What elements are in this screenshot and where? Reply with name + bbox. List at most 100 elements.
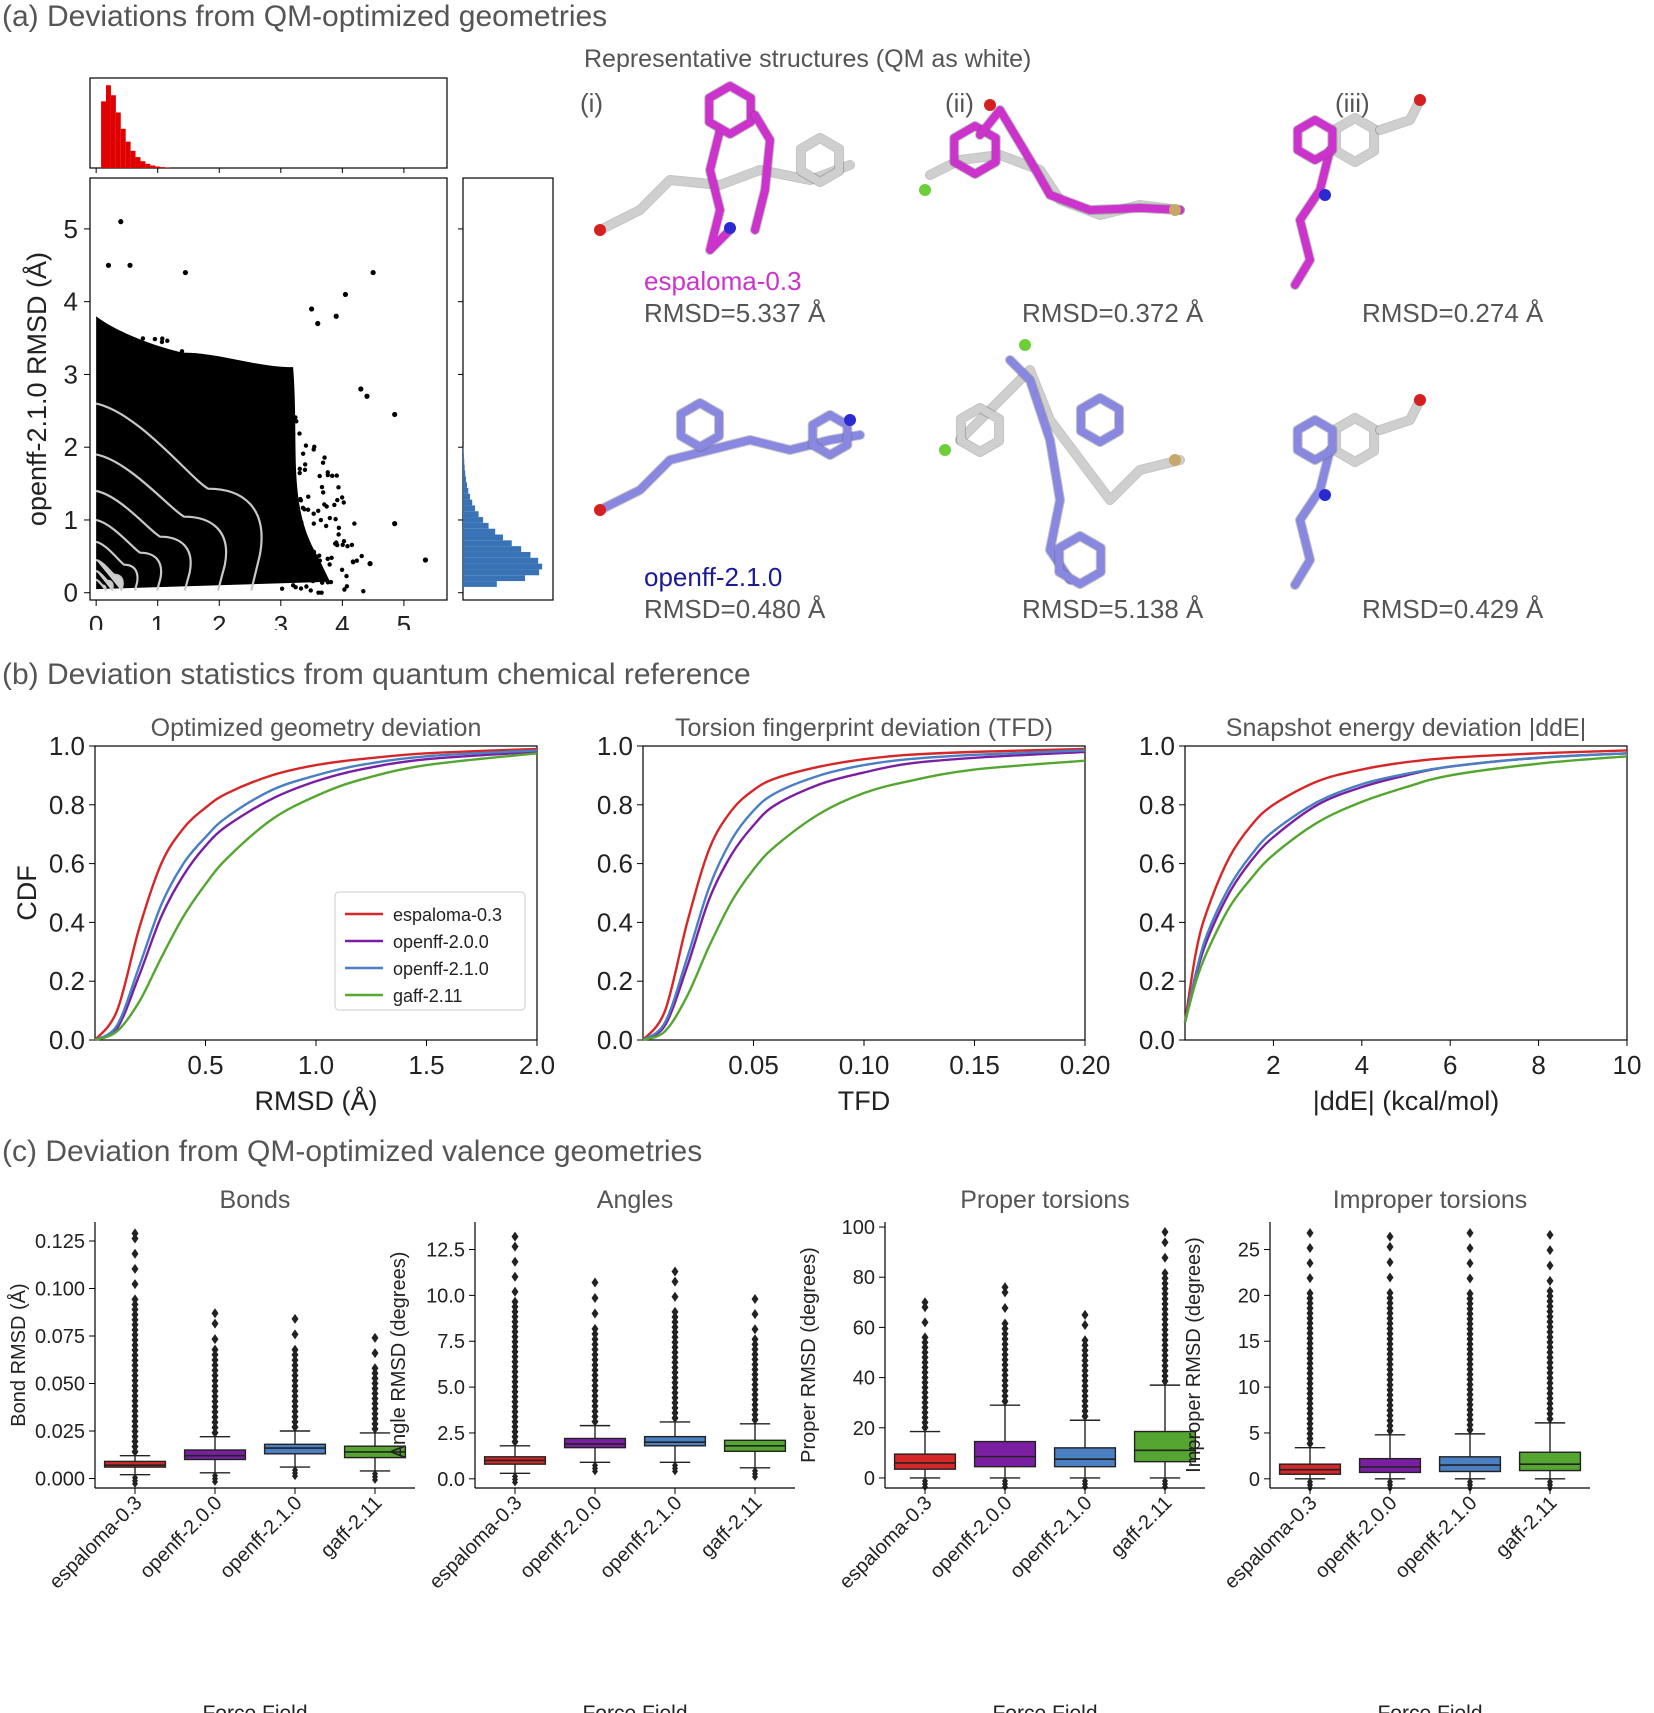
- scatter-point: [201, 429, 206, 435]
- flier-point: [511, 1286, 519, 1297]
- flier-point: [921, 1392, 929, 1403]
- flier-point: [1306, 1308, 1314, 1319]
- flier-point: [1386, 1379, 1394, 1390]
- flier-point: [511, 1386, 519, 1397]
- scatter-point: [219, 413, 224, 418]
- scatter-point: [298, 498, 304, 503]
- flier-point: [131, 1335, 139, 1346]
- scatter-point: [192, 353, 198, 358]
- nitrogen-atom: [1319, 189, 1331, 201]
- scatter-point: [288, 565, 293, 571]
- scatter-point: [328, 579, 334, 585]
- scatter-point: [287, 424, 292, 429]
- scatter-point: [257, 391, 262, 396]
- flier-point: [1306, 1433, 1314, 1444]
- scatter-point: [257, 472, 262, 478]
- scatter-point: [300, 543, 305, 548]
- flier-point: [1386, 1303, 1394, 1314]
- scatter-point: [275, 480, 281, 486]
- rmsd-espaloma-i: RMSD=5.337 Å: [644, 298, 826, 328]
- flier-point: [131, 1431, 139, 1442]
- flier-point: [1306, 1413, 1314, 1424]
- flier-point: [1306, 1353, 1314, 1364]
- flier-point: [291, 1365, 299, 1376]
- y-tick-label: 15: [1238, 1331, 1260, 1353]
- flier-point: [291, 1401, 299, 1412]
- scatter-point: [260, 432, 265, 438]
- flier-point: [671, 1347, 679, 1358]
- scatter-point: [176, 428, 182, 434]
- scatter-point: [327, 515, 333, 521]
- top-histogram-bar: [115, 112, 121, 168]
- flier-point: [1001, 1349, 1009, 1360]
- flier-point: [1306, 1358, 1314, 1369]
- flier-point: [511, 1426, 519, 1437]
- scatter-point: [160, 392, 166, 398]
- flier-point: [591, 1359, 599, 1370]
- scatter-point: [189, 436, 194, 441]
- flier-point: [131, 1319, 139, 1330]
- scatter-point: [195, 374, 201, 379]
- flier-point: [1081, 1309, 1089, 1320]
- y-tick-label: 40: [853, 1368, 875, 1390]
- y-tick-label: 0: [64, 578, 78, 608]
- scatter-point: [305, 507, 311, 512]
- x-tick-label: 0.05: [728, 1050, 779, 1080]
- scatter-point: [279, 586, 285, 591]
- scatter-point: [255, 400, 261, 405]
- x-tick-label: espaloma-0.3: [425, 1492, 526, 1593]
- scatter-point: [241, 462, 246, 467]
- flier-point: [1386, 1400, 1394, 1411]
- x-tick-label: openff-2.0.0: [1311, 1492, 1402, 1583]
- flier-point: [1386, 1420, 1394, 1431]
- flier-point: [1161, 1324, 1169, 1335]
- scatter-point: [322, 502, 327, 507]
- scatter-point: [202, 378, 207, 383]
- scatter-point: [266, 422, 272, 428]
- flier-point: [1306, 1333, 1314, 1344]
- flier-point: [1546, 1352, 1554, 1363]
- flier-point: [291, 1391, 299, 1402]
- molecule-renderings: [594, 81, 1426, 590]
- scatter-point: [267, 483, 272, 488]
- flier-point: [1001, 1323, 1009, 1334]
- flier-point: [1386, 1333, 1394, 1344]
- y-tick-label: 0.000: [35, 1469, 85, 1491]
- flier-point: [131, 1390, 139, 1401]
- scatter-point: [172, 364, 178, 370]
- scatter-point: [288, 502, 293, 508]
- y-tick-label: 1: [64, 505, 78, 535]
- scatter-point: [300, 451, 306, 456]
- scatter-point: [133, 379, 138, 385]
- density-contour: [95, 402, 263, 591]
- flier-point: [511, 1316, 519, 1327]
- scatter-point: [231, 459, 236, 465]
- flier-point: [1466, 1384, 1474, 1395]
- flier-point: [1001, 1359, 1009, 1370]
- flier-point: [751, 1414, 759, 1425]
- scatter-point: [160, 358, 166, 363]
- chlorine-atom: [939, 444, 951, 456]
- flier-point: [671, 1357, 679, 1368]
- flier-point: [1386, 1272, 1394, 1283]
- x-tick-label: espaloma-0.3: [835, 1492, 936, 1593]
- scatter-point: [286, 545, 292, 551]
- scatter-point: [186, 389, 191, 394]
- cdf-chart-title: Snapshot energy deviation |ddE|: [1226, 714, 1586, 742]
- flier-point: [1306, 1323, 1314, 1334]
- cdf-line-gaff-2.11: [642, 759, 1086, 1042]
- scatter-point: [237, 420, 242, 426]
- y-tick-label: 10.0: [426, 1285, 465, 1307]
- scatter-point: [126, 368, 131, 374]
- flier-point: [671, 1291, 679, 1302]
- scatter-point: [311, 447, 316, 452]
- flier-point: [591, 1323, 599, 1334]
- flier-point: [751, 1364, 759, 1375]
- x-tick-label: 0.20: [1060, 1050, 1111, 1080]
- flier-point: [371, 1363, 379, 1374]
- scatter-point: [282, 480, 287, 485]
- scatter-point: [311, 511, 316, 516]
- scatter-point: [232, 433, 237, 439]
- scatter-point: [352, 521, 357, 526]
- right-histogram-bar: [463, 505, 476, 512]
